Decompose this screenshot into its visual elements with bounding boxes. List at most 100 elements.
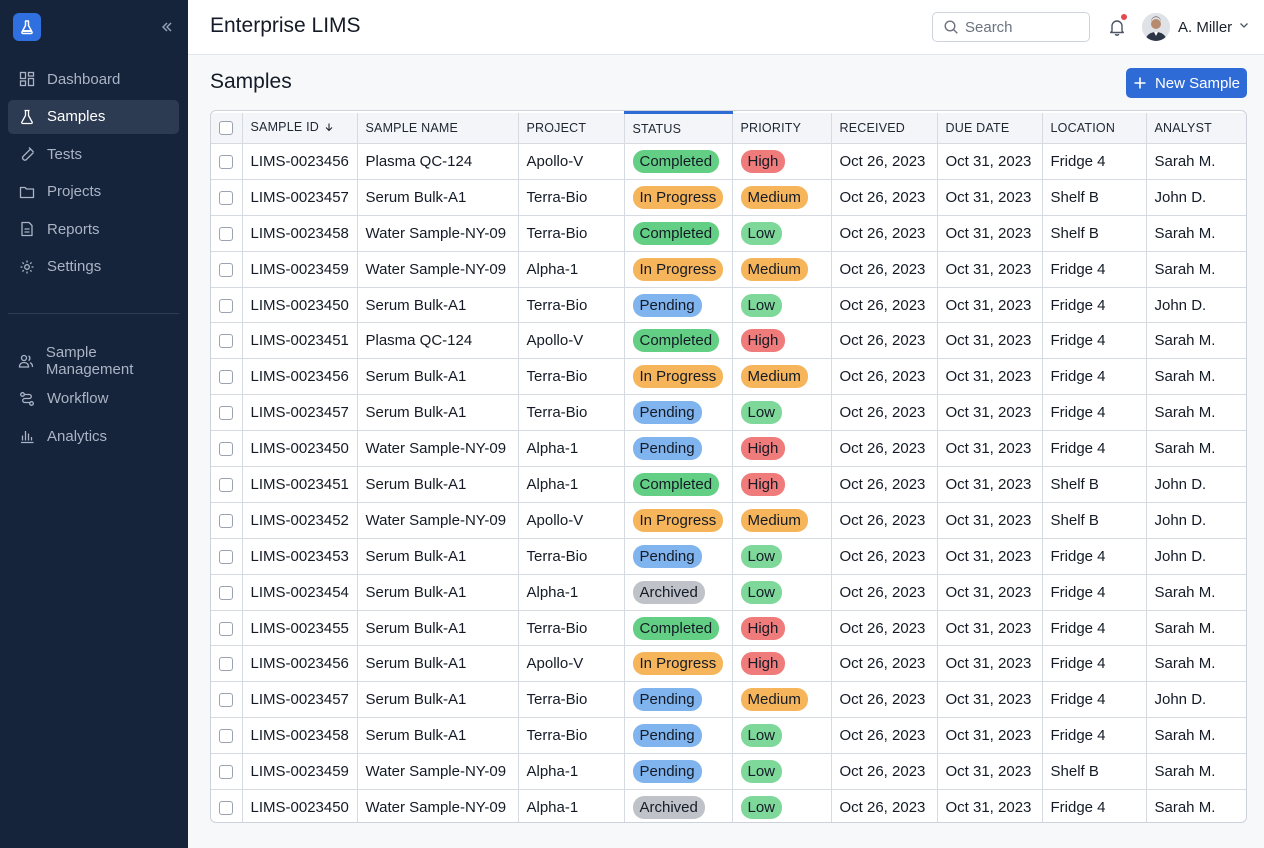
column-header-status[interactable]: STATUS	[624, 111, 733, 144]
status-cell: Pending	[624, 717, 733, 755]
priority-cell: Medium	[732, 681, 832, 719]
location-cell: Fridge 4	[1042, 574, 1147, 611]
status-cell: Archived	[624, 574, 733, 611]
table-row[interactable]: LIMS-0023458 Water Sample-NY-09 Terra-Bio C…	[211, 215, 1246, 252]
priority-badge: Low	[740, 724, 783, 748]
column-header-priority[interactable]: PRIORITY	[732, 112, 832, 144]
row-checkbox[interactable]	[219, 298, 234, 313]
priority-cell: High	[732, 645, 832, 683]
analyst-cell: Sarah M.	[1146, 143, 1246, 180]
table-row[interactable]: LIMS-0023459 Water Sample-NY-09 Alpha-1 Pen…	[211, 753, 1246, 791]
column-header-project[interactable]: PROJECT	[518, 112, 625, 144]
table-row[interactable]: LIMS-0023457 Serum Bulk-A1 Terra-Bio In Pro…	[211, 179, 1246, 216]
sidebar-item-settings[interactable]: Settings	[8, 250, 179, 284]
search-input[interactable]	[965, 18, 1085, 36]
status-badge: Completed	[632, 221, 720, 245]
table-row[interactable]: LIMS-0023457 Serum Bulk-A1 Terra-Bio Pendin…	[211, 681, 1246, 719]
flask-icon[interactable]	[13, 13, 41, 41]
notifications-button[interactable]	[1106, 14, 1128, 38]
priority-badge: High	[740, 652, 786, 676]
row-checkbox[interactable]	[219, 334, 234, 349]
row-checkbox[interactable]	[219, 801, 234, 816]
row-checkbox[interactable]	[219, 693, 234, 708]
table-row[interactable]: LIMS-0023451 Plasma QC-124 Apollo-V Complet…	[211, 322, 1246, 360]
priority-cell: Medium	[732, 358, 832, 396]
table-row[interactable]: LIMS-0023458 Serum Bulk-A1 Terra-Bio Pendin…	[211, 717, 1246, 755]
sample-id-cell: LIMS-0023458	[242, 215, 358, 252]
row-checkbox[interactable]	[219, 226, 234, 241]
sidebar-item-label: Sample Management	[45, 344, 134, 378]
table-row[interactable]: LIMS-0023453 Serum Bulk-A1 Terra-Bio Pendin…	[211, 538, 1246, 575]
row-checkbox[interactable]	[219, 370, 234, 385]
row-checkbox[interactable]	[219, 190, 234, 205]
row-checkbox[interactable]	[219, 549, 234, 564]
table-row[interactable]: LIMS-0023454 Serum Bulk-A1 Alpha-1 Archived…	[211, 574, 1246, 611]
sample-name-cell: Serum Bulk-A1	[357, 538, 519, 575]
priority-badge: Low	[740, 760, 783, 784]
row-checkbox[interactable]	[219, 765, 234, 780]
column-header-analyst[interactable]: ANALYST	[1146, 112, 1246, 144]
row-checkbox[interactable]	[219, 729, 234, 744]
status-badge: Completed	[632, 329, 720, 353]
sidebar-item-reports[interactable]: Reports	[8, 212, 179, 246]
table-row[interactable]: LIMS-0023457 Serum Bulk-A1 Terra-Bio Pendin…	[211, 394, 1246, 432]
row-checkbox[interactable]	[219, 513, 234, 528]
table-row[interactable]: LIMS-0023459 Water Sample-NY-09 Alpha-1 In …	[211, 251, 1246, 288]
due-date-cell: Oct 31, 2023	[937, 358, 1043, 396]
sidebar-item-dashboard[interactable]: Dashboard	[8, 62, 179, 96]
row-checkbox[interactable]	[219, 406, 234, 421]
row-checkbox[interactable]	[219, 585, 234, 600]
row-checkbox[interactable]	[219, 657, 234, 672]
analyst-cell: Sarah M.	[1146, 645, 1246, 683]
sidebar-item-samples[interactable]: Samples	[8, 99, 179, 134]
sample-name-cell: Serum Bulk-A1	[357, 681, 519, 719]
sample-id-cell: LIMS-0023458	[242, 717, 358, 755]
table-row[interactable]: LIMS-0023456 Serum Bulk-A1 Terra-Bio In Pro…	[211, 358, 1246, 396]
row-select-cell	[211, 717, 243, 755]
column-header-sample-name[interactable]: SAMPLE NAME	[357, 112, 519, 144]
table-row[interactable]: LIMS-0023452 Water Sample-NY-09 Apollo-V In…	[211, 502, 1246, 539]
row-checkbox[interactable]	[219, 477, 234, 492]
row-checkbox[interactable]	[219, 621, 234, 636]
priority-badge: Low	[740, 544, 783, 568]
table-row[interactable]: LIMS-0023451 Serum Bulk-A1 Alpha-1 Complete…	[211, 466, 1246, 503]
row-checkbox[interactable]	[219, 262, 234, 277]
status-badge: Completed	[632, 616, 720, 640]
sidebar-item-analytics[interactable]: Analytics	[8, 419, 179, 453]
sidebar-item-projects[interactable]: Projects	[8, 175, 179, 209]
row-checkbox[interactable]	[219, 154, 234, 169]
double-chevron-left-icon[interactable]	[158, 18, 176, 36]
status-cell: Pending	[624, 538, 733, 575]
app-title: Enterprise LIMS	[210, 14, 361, 37]
sample-name-cell: Water Sample-NY-09	[357, 251, 519, 288]
sidebar-item-sample-management[interactable]: Sample Management	[8, 344, 179, 378]
project-cell: Alpha-1	[518, 251, 625, 288]
column-header-due-date[interactable]: DUE DATE	[937, 112, 1043, 144]
table-row[interactable]: LIMS-0023456 Plasma QC-124 Apollo-V Complet…	[211, 143, 1246, 180]
bar-chart-icon	[18, 427, 36, 445]
column-header-location[interactable]: LOCATION	[1042, 112, 1147, 144]
sort-down-icon	[324, 121, 334, 135]
analyst-cell: Sarah M.	[1146, 322, 1246, 360]
table-row[interactable]: LIMS-0023450 Water Sample-NY-09 Alpha-1 Pen…	[211, 430, 1246, 468]
column-header-sample-id[interactable]: SAMPLE ID	[242, 112, 358, 144]
sidebar-item-tests[interactable]: Tests	[8, 137, 179, 171]
user-menu[interactable]: A. Miller	[1142, 13, 1250, 41]
search-box[interactable]	[932, 12, 1090, 42]
select-all-checkbox[interactable]	[219, 121, 234, 136]
table-row[interactable]: LIMS-0023450 Water Sample-NY-09 Alpha-1 Arc…	[211, 789, 1246, 822]
location-cell: Fridge 4	[1042, 358, 1147, 396]
row-checkbox[interactable]	[219, 442, 234, 457]
table-row[interactable]: LIMS-0023456 Serum Bulk-A1 Apollo-V In Prog…	[211, 645, 1246, 683]
table-row[interactable]: LIMS-0023455 Serum Bulk-A1 Terra-Bio Comple…	[211, 610, 1246, 647]
priority-cell: Low	[732, 717, 832, 755]
priority-badge: Medium	[740, 508, 808, 532]
row-select-cell	[211, 789, 243, 822]
new-sample-button[interactable]: New Sample	[1126, 68, 1247, 98]
sample-id-cell: LIMS-0023450	[242, 287, 358, 324]
sidebar-item-workflow[interactable]: Workflow	[8, 382, 179, 416]
location-cell: Fridge 4	[1042, 430, 1147, 468]
sample-name-cell: Serum Bulk-A1	[357, 287, 519, 324]
table-row[interactable]: LIMS-0023450 Serum Bulk-A1 Terra-Bio Pendin…	[211, 287, 1246, 324]
column-header-received[interactable]: RECEIVED	[831, 112, 938, 144]
